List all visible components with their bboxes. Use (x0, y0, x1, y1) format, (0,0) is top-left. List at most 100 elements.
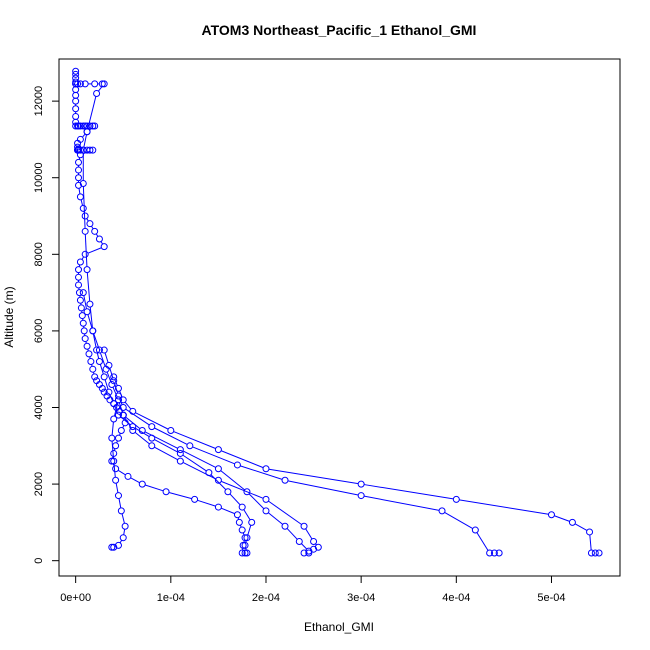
data-point (110, 377, 118, 385)
data-point (262, 465, 270, 473)
series-segment (95, 233, 99, 237)
data-point (176, 457, 184, 465)
series-segment (125, 416, 141, 429)
x-tick-label: 4e-04 (442, 592, 470, 604)
data-point (76, 258, 84, 266)
series-segment (301, 543, 308, 550)
series-segment (113, 464, 116, 478)
data-point (248, 518, 256, 526)
data-point (76, 296, 84, 304)
data-point (91, 80, 99, 88)
series-segment (78, 188, 81, 194)
data-point (72, 105, 80, 113)
data-series (100, 346, 503, 557)
series-segment (82, 186, 86, 229)
data-point (95, 235, 103, 243)
series-segment (229, 493, 241, 506)
data-point (74, 80, 82, 88)
data-point (76, 193, 84, 201)
data-point (129, 423, 137, 431)
series-segment (96, 352, 100, 359)
y-tick-label: 6000 (33, 319, 45, 343)
data-point (587, 549, 595, 557)
data-point (129, 426, 137, 434)
data-point (79, 319, 87, 327)
data-point (89, 122, 97, 130)
data-point (89, 146, 97, 154)
y-tick-label: 2000 (33, 472, 45, 496)
data-point (241, 534, 249, 542)
series-segment (86, 218, 89, 222)
series-segment (268, 468, 359, 485)
data-point (78, 312, 86, 320)
data-point (547, 511, 555, 519)
series-segment (168, 492, 192, 500)
data-point (72, 97, 80, 105)
series-segment (154, 446, 178, 461)
data-point (262, 495, 270, 503)
data-point (586, 528, 594, 536)
data-point (214, 476, 222, 484)
data-point (95, 346, 103, 354)
series-segment (574, 523, 588, 531)
data-point (81, 227, 89, 235)
data-series (108, 396, 129, 551)
series-segment (192, 446, 235, 465)
data-point (239, 541, 247, 549)
data-point (75, 158, 83, 166)
series-segment (83, 295, 87, 309)
data-point (75, 289, 83, 297)
data-point (105, 361, 113, 369)
data-point (114, 541, 122, 549)
data-point (83, 128, 91, 136)
data-point (100, 80, 108, 88)
series-segment (87, 314, 93, 329)
series-segment (182, 454, 207, 472)
data-point (300, 522, 308, 530)
data-point (79, 179, 87, 187)
data-point (167, 426, 175, 434)
data-point (98, 80, 106, 88)
series-segment (104, 379, 109, 390)
data-point (176, 449, 184, 457)
y-tick-label: 0 (33, 558, 45, 564)
data-point (72, 122, 80, 130)
series-segment (119, 390, 123, 398)
data-point (110, 400, 118, 408)
series-segment (154, 427, 188, 445)
y-tick-label: 8000 (33, 242, 45, 266)
data-point (124, 472, 132, 480)
series-segment (104, 352, 109, 363)
y-tick-label: 10000 (33, 162, 45, 193)
data-point (114, 492, 122, 500)
x-tick-label: 3e-04 (347, 592, 375, 604)
data-point (224, 488, 232, 496)
data-point (86, 122, 94, 130)
data-point (471, 526, 479, 534)
data-point (568, 518, 576, 526)
data-point (241, 541, 249, 549)
data-point (75, 281, 83, 289)
x-tick-label: 5e-04 (537, 592, 565, 604)
data-point (83, 266, 91, 274)
data-point (91, 227, 99, 235)
data-point (79, 289, 87, 297)
chart-title: ATOM3 Northeast_Pacific_1 Ethanol_GMI (202, 22, 477, 38)
data-point (233, 461, 241, 469)
data-point (214, 503, 222, 511)
data-point (243, 534, 251, 542)
series-segment (82, 133, 86, 138)
data-point (114, 434, 122, 442)
data-point (438, 507, 446, 515)
series-segment (109, 394, 114, 402)
data-point (129, 407, 137, 415)
data-point (214, 446, 222, 454)
data-point (112, 442, 120, 450)
data-point (108, 434, 116, 442)
series-segment (268, 500, 302, 525)
series-segment (135, 412, 169, 430)
data-point (72, 112, 80, 120)
data-point (79, 204, 87, 212)
data-point (262, 507, 270, 515)
